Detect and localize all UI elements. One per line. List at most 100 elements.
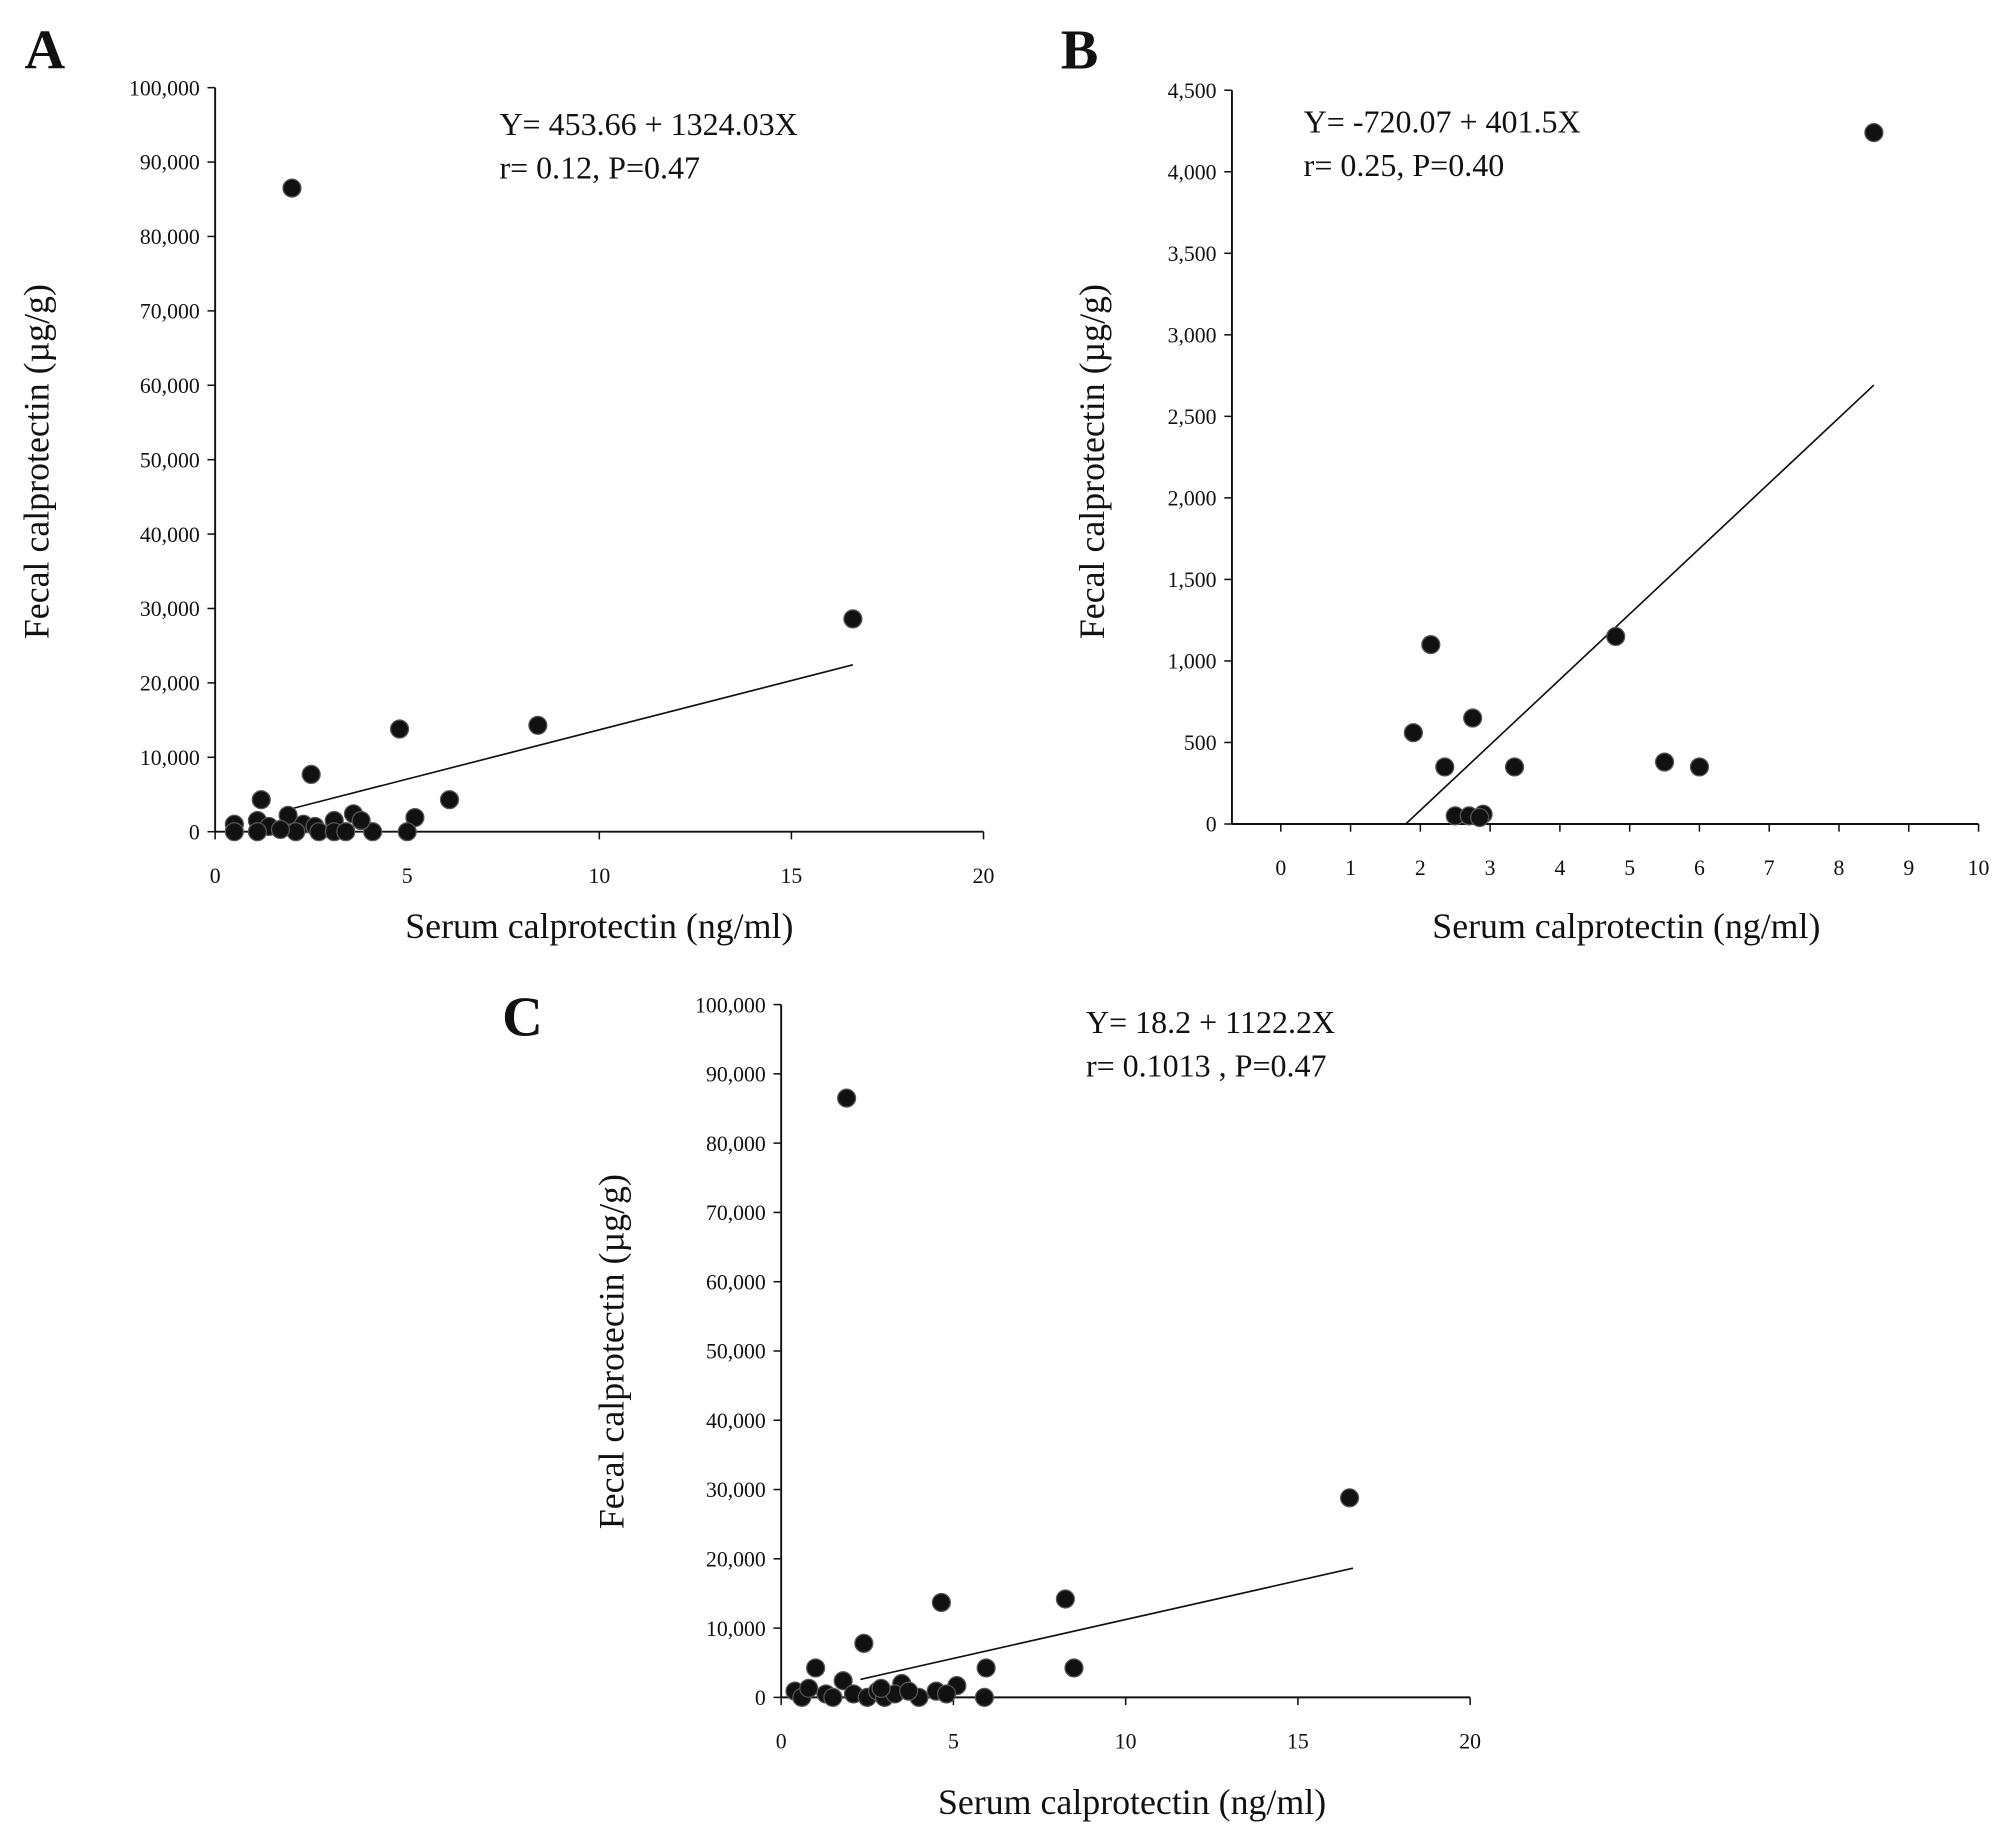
x-tick-label: 9 [1903,856,1914,880]
data-point [1064,1658,1084,1678]
x-tick-label: 3 [1485,856,1496,880]
data-point [1689,757,1710,777]
fit-line [860,1567,1354,1681]
x-tick-label: 2 [1415,856,1426,880]
data-point [1654,752,1675,772]
y-tick-label: 90,000 [706,1063,766,1087]
x-tick-label: 5 [402,864,413,888]
data-point [974,1687,995,1707]
panel-label: B [1061,19,1099,81]
y-tick-label: 80,000 [706,1132,766,1156]
data-point [871,1678,891,1698]
y-tick-label: 40,000 [706,1409,766,1433]
data-point [833,1671,853,1691]
data-point [936,1684,957,1704]
fit-line [291,663,854,810]
y-tick-label: 20,000 [706,1548,766,1572]
data-point [823,1687,843,1707]
data-point [1864,123,1884,143]
annotation: r= 0.1013 , P=0.47 [1086,1047,1327,1083]
data-point [397,822,417,842]
y-tick-label: 1,500 [1168,568,1217,592]
y-axis-label: Fecal calprotectin (µg/g) [1072,284,1112,639]
y-tick-label: 3,000 [1168,324,1217,348]
x-axis-label: Serum calprotectin (ng/ml) [1432,906,1820,946]
y-tick-label: 0 [1206,813,1217,837]
data-point [1403,723,1423,743]
data-point [528,715,548,735]
data-point [899,1681,919,1701]
data-point [1339,1488,1360,1508]
x-tick-label: 15 [781,864,803,888]
annotation: Y= 453.66 + 1324.03X [499,106,797,142]
y-tick-label: 60,000 [140,374,200,398]
annotation: Y= 18.2 + 1122.2X [1086,1004,1335,1040]
y-tick-label: 2,000 [1168,487,1217,511]
y-tick-label: 30,000 [140,597,200,621]
y-tick-label: 10,000 [140,746,200,770]
data-point [363,822,383,842]
y-tick-label: 20,000 [140,672,200,696]
x-tick-label: 10 [588,864,610,888]
x-tick-label: 5 [1624,856,1635,880]
y-tick-label: 90,000 [140,151,200,175]
y-tick-label: 70,000 [140,300,200,324]
x-tick-label: 0 [776,1730,787,1754]
data-point [1463,708,1483,728]
x-tick-label: 20 [973,864,995,888]
data-point [843,609,863,629]
data-point [389,719,410,739]
x-tick-label: 8 [1834,856,1845,880]
data-point [1470,807,1490,828]
annotation: r= 0.12, P=0.47 [499,150,700,186]
y-tick-label: 50,000 [140,448,200,472]
annotation: r= 0.25, P=0.40 [1304,147,1505,183]
y-tick-label: 0 [189,820,200,844]
data-point [854,1633,874,1653]
y-axis-label: Fecal calprotectin (µg/g) [17,284,57,639]
data-point [799,1678,819,1698]
annotation: Y= -720.07 + 401.5X [1304,103,1581,139]
data-point [439,790,460,810]
data-point [251,790,271,810]
x-tick-label: 5 [948,1730,959,1754]
y-tick-label: 3,500 [1168,242,1217,266]
y-tick-label: 500 [1184,731,1217,755]
data-point [224,822,244,842]
x-tick-label: 20 [1459,1730,1481,1754]
x-tick-label: 15 [1287,1730,1309,1754]
x-tick-label: 1 [1345,856,1356,880]
data-point [1421,635,1441,655]
y-tick-label: 80,000 [140,225,200,249]
data-point [282,178,302,198]
y-tick-label: 0 [755,1686,766,1710]
x-tick-label: 10 [1968,856,1990,880]
x-tick-label: 0 [210,864,221,888]
x-axis-label: Serum calprotectin (ng/ml) [405,906,793,946]
x-tick-label: 0 [1275,856,1286,880]
x-tick-label: 7 [1764,856,1775,880]
x-axis-label: Serum calprotectin (ng/ml) [938,1782,1326,1822]
data-point [837,1088,857,1108]
x-tick-label: 10 [1115,1730,1137,1754]
data-point [931,1592,951,1613]
panel-label: C [502,986,543,1048]
y-tick-label: 30,000 [706,1478,766,1502]
y-tick-label: 100,000 [129,76,200,100]
data-point [806,1658,826,1678]
y-tick-label: 40,000 [140,523,200,547]
y-axis-label: Fecal calprotectin (µg/g) [592,1174,632,1529]
data-point [1435,757,1455,777]
y-tick-label: 60,000 [706,1270,766,1294]
fit-line [1405,384,1875,825]
y-tick-label: 4,500 [1168,79,1217,103]
y-tick-label: 50,000 [706,1340,766,1364]
x-tick-label: 4 [1554,856,1565,880]
data-point [301,764,321,785]
data-point [351,810,371,831]
y-tick-label: 4,000 [1168,160,1217,184]
y-tick-label: 70,000 [706,1201,766,1225]
y-tick-label: 10,000 [706,1617,766,1641]
y-tick-label: 100,000 [695,993,766,1017]
y-tick-label: 1,000 [1168,650,1217,674]
